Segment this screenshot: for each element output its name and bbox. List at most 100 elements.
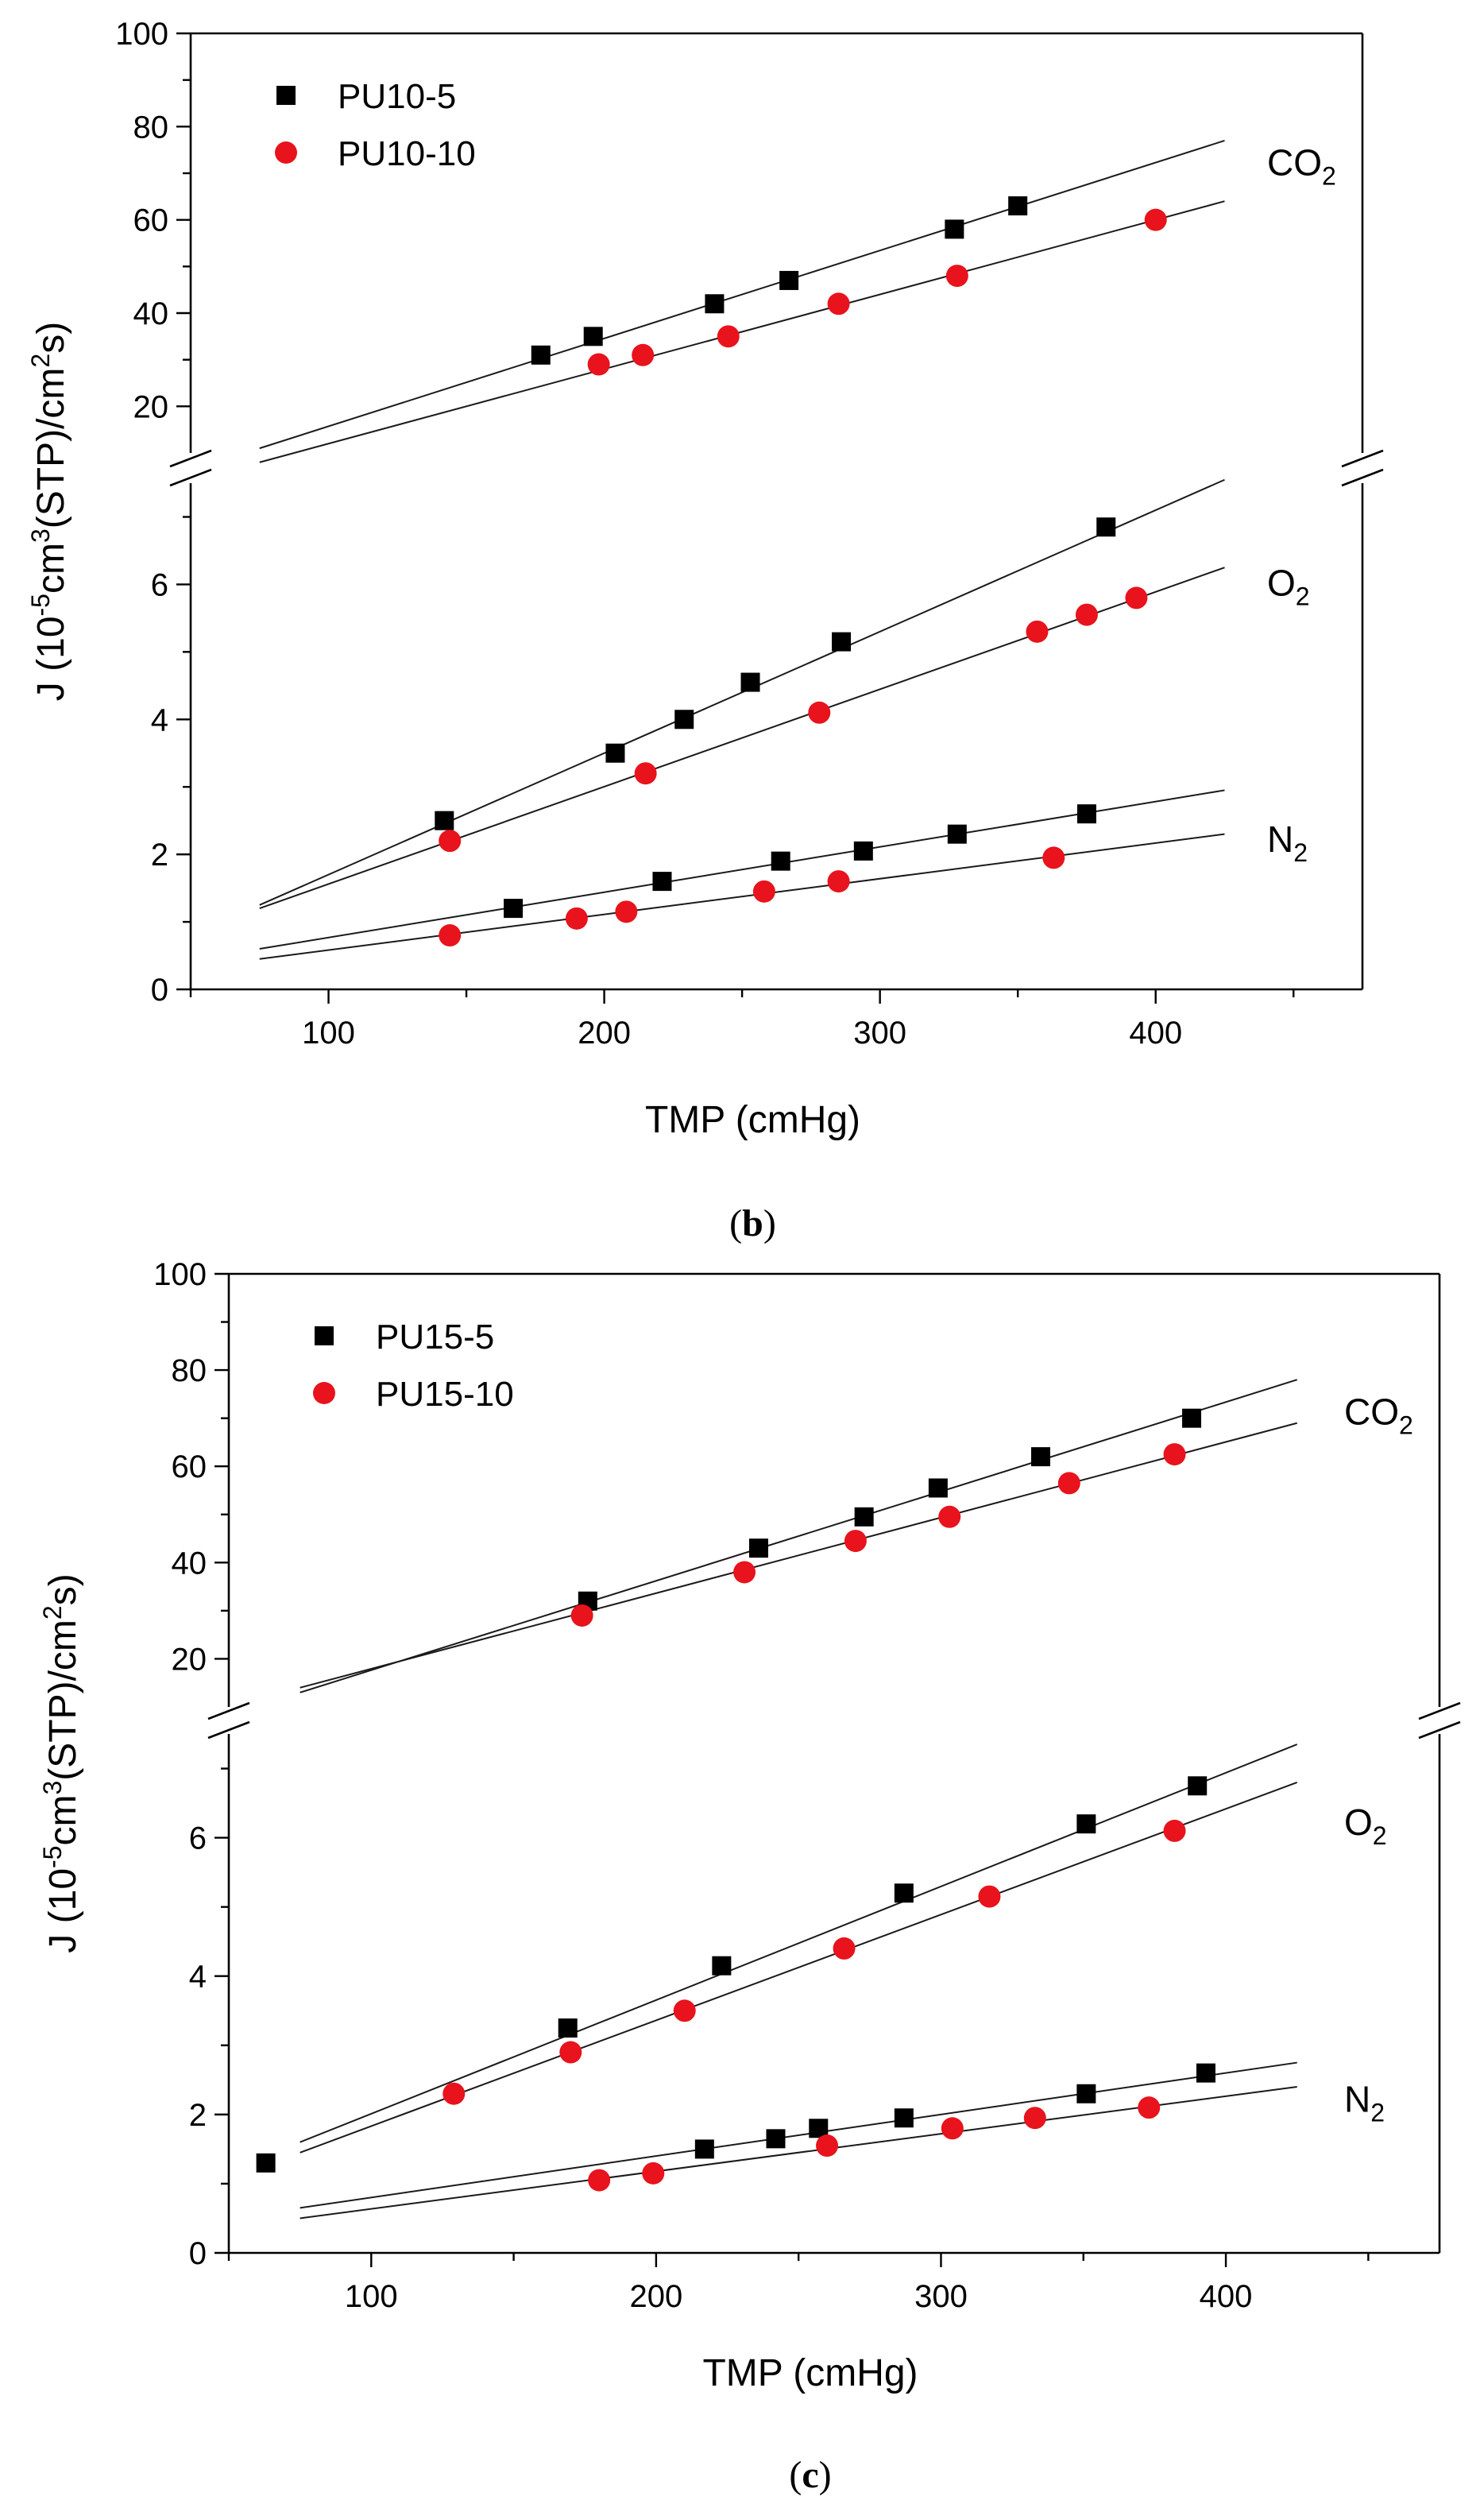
legend-marker-circle bbox=[313, 1382, 335, 1404]
data-point-pu15-10-o2 bbox=[1163, 1819, 1186, 1842]
data-point-pu10-10-o2 bbox=[1075, 603, 1098, 626]
fit-line-pu15-5-n2 bbox=[300, 2061, 1297, 2209]
data-point-pu15-5-n2 bbox=[809, 2119, 829, 2138]
data-point-pu10-5-o2 bbox=[674, 710, 694, 730]
axis-break-mark bbox=[1341, 449, 1384, 468]
fit-line-pu10-5-o2 bbox=[259, 478, 1225, 906]
x-tick-label: 200 bbox=[630, 2279, 683, 2314]
y-tick-label-upper: 40 bbox=[172, 1546, 207, 1581]
fit-line-pu15-10-n2 bbox=[300, 2086, 1297, 2220]
panel-caption: (b) bbox=[729, 1202, 776, 1244]
x-tick-label: 200 bbox=[578, 1016, 631, 1051]
data-point-pu15-5-co2 bbox=[748, 1538, 768, 1558]
chart-b: 100 200 300 400 0 2 4 6 20 40 60 80 100 PU10-5 PU10-10… bbox=[26, 17, 1386, 1244]
y-tick-label-lower: 0 bbox=[151, 973, 168, 1008]
legend-label: PU15-10 bbox=[376, 1375, 514, 1414]
data-point-pu10-5-n2 bbox=[652, 872, 672, 892]
chart-c: 100 200 300 400 0 2 4 6 20 40 60 80 100 PU15-5 PU15-10… bbox=[38, 1257, 1463, 2496]
data-point-pu15-10-n2 bbox=[588, 2169, 611, 2192]
data-point-pu15-10-co2 bbox=[1057, 1472, 1080, 1495]
fit-line-pu10-10-o2 bbox=[259, 567, 1225, 910]
axis-break-gap bbox=[1416, 1709, 1463, 1732]
y-tick-label-lower: 6 bbox=[189, 1821, 207, 1856]
data-point-pu15-10-n2 bbox=[642, 2161, 665, 2185]
axis-break-gap bbox=[1339, 457, 1386, 479]
y-tick-label-upper: 80 bbox=[172, 1353, 207, 1388]
legend-marker-square bbox=[315, 1326, 334, 1345]
data-point-pu10-10-o2 bbox=[1026, 620, 1049, 643]
data-point-pu10-5-o2 bbox=[605, 743, 625, 763]
y-tick-label-lower: 2 bbox=[189, 2098, 207, 2133]
data-point-pu15-5-n2 bbox=[766, 2129, 786, 2149]
axis-break-mark bbox=[207, 1720, 250, 1740]
y-tick-label-lower: 4 bbox=[151, 702, 168, 737]
data-point-pu15-10-n2 bbox=[1138, 2096, 1161, 2119]
data-point-pu10-10-o2 bbox=[1125, 586, 1148, 610]
gas-label-co2: CO2 bbox=[1267, 141, 1336, 190]
data-point-pu15-5-o2 bbox=[1188, 1776, 1208, 1796]
data-point-pu15-5-co2 bbox=[854, 1507, 874, 1527]
fit-line-pu10-10-co2 bbox=[259, 200, 1225, 463]
data-point-pu15-5-o2 bbox=[1076, 1814, 1096, 1834]
axis-break-mark bbox=[207, 1701, 250, 1720]
legend-marker-circle bbox=[275, 141, 297, 164]
fit-line-pu10-5-n2 bbox=[259, 789, 1225, 950]
data-point-pu15-5-n2 bbox=[1076, 2084, 1096, 2103]
data-point-pu10-5-co2 bbox=[945, 219, 964, 239]
data-point-pu15-5-o2 bbox=[712, 1956, 732, 1976]
data-point-pu10-10-n2 bbox=[1042, 846, 1065, 869]
axis-break-mark bbox=[1341, 468, 1384, 487]
panel-caption: (c) bbox=[789, 2454, 831, 2496]
gas-label-n2: N2 bbox=[1344, 2078, 1385, 2127]
data-point-pu10-5-co2 bbox=[1008, 196, 1028, 216]
fit-line-pu10-5-co2 bbox=[259, 139, 1225, 450]
data-point-pu10-10-n2 bbox=[752, 880, 775, 903]
y-tick-label-upper: 100 bbox=[153, 1257, 207, 1292]
data-point-pu15-5-n2 bbox=[1196, 2063, 1215, 2083]
data-point-pu10-10-n2 bbox=[827, 870, 850, 893]
data-point-pu10-5-o2 bbox=[740, 672, 760, 692]
data-point-pu10-5-n2 bbox=[1076, 804, 1096, 824]
y-tick-label-lower: 4 bbox=[189, 1960, 207, 1995]
fit-line-pu15-10-co2 bbox=[300, 1422, 1297, 1689]
data-point-pu15-10-o2 bbox=[442, 2082, 466, 2105]
data-point-pu15-10-n2 bbox=[941, 2117, 964, 2140]
data-point-pu15-10-co2 bbox=[844, 1530, 867, 1553]
fit-line-pu15-5-o2 bbox=[300, 1744, 1298, 2143]
data-point-pu15-5-n2 bbox=[256, 2153, 276, 2173]
x-tick-label: 100 bbox=[302, 1016, 355, 1051]
x-tick-label: 100 bbox=[345, 2279, 398, 2314]
data-point-pu10-10-n2 bbox=[565, 907, 588, 930]
data-point-pu10-5-n2 bbox=[771, 851, 790, 871]
data-point-pu10-10-n2 bbox=[615, 900, 638, 923]
data-point-pu10-5-o2 bbox=[832, 632, 852, 652]
axis-break-gap bbox=[167, 457, 214, 479]
axis-break-mark bbox=[1418, 1720, 1461, 1740]
legend-label: PU10-10 bbox=[338, 134, 476, 173]
data-point-pu10-5-co2 bbox=[531, 345, 551, 365]
y-tick-label-lower: 2 bbox=[151, 838, 168, 873]
data-point-pu15-10-o2 bbox=[978, 1885, 1001, 1908]
y-tick-label-upper: 20 bbox=[133, 389, 169, 424]
data-point-pu10-10-co2 bbox=[1144, 208, 1167, 231]
legend-marker-square bbox=[276, 86, 296, 105]
data-point-pu10-5-n2 bbox=[947, 824, 967, 844]
fit-line-pu15-10-o2 bbox=[300, 1782, 1298, 2154]
data-point-pu10-10-co2 bbox=[587, 353, 610, 376]
y-tick-label-upper: 20 bbox=[172, 1642, 207, 1677]
data-point-pu15-5-co2 bbox=[928, 1478, 948, 1498]
fit-line-pu10-10-n2 bbox=[259, 833, 1225, 960]
x-axis-title: TMP (cmHg) bbox=[702, 2352, 918, 2394]
x-tick-label: 400 bbox=[1200, 2279, 1253, 2314]
y-tick-label-upper: 60 bbox=[172, 1449, 207, 1484]
axis-break-mark bbox=[1418, 1701, 1461, 1720]
gas-label-o2: O2 bbox=[1344, 1802, 1387, 1850]
data-point-pu10-5-o2 bbox=[1096, 517, 1116, 537]
data-point-pu15-5-n2 bbox=[894, 2108, 914, 2128]
y-tick-label-upper: 40 bbox=[133, 296, 169, 331]
data-point-pu10-5-co2 bbox=[705, 294, 725, 314]
gas-label-n2: N2 bbox=[1267, 819, 1308, 867]
data-point-pu10-5-co2 bbox=[583, 327, 603, 346]
axis-break-mark bbox=[169, 468, 212, 487]
